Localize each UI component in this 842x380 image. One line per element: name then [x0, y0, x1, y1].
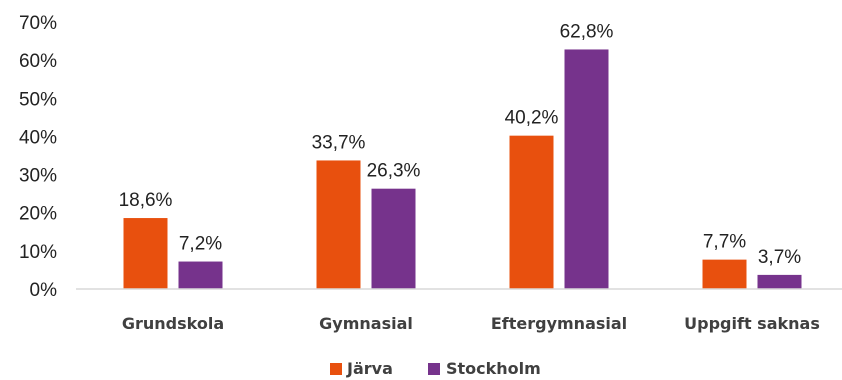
y-axis: 0% 10% 20% 30% 40% 50% 60% 70% [19, 13, 57, 301]
legend-swatch [330, 363, 342, 375]
legend-swatch [428, 363, 440, 375]
data-label: 26,3% [367, 161, 421, 182]
x-tick-label: Grundskola [122, 314, 224, 333]
data-label: 18,6% [119, 190, 173, 211]
data-label: 62,8% [560, 21, 614, 42]
y-tick-label: 50% [19, 89, 57, 110]
y-tick-label: 10% [19, 242, 57, 263]
data-label: 3,7% [758, 247, 801, 268]
bar [178, 261, 223, 289]
y-tick-label: 0% [30, 280, 58, 301]
x-tick-label: Gymnasial [319, 314, 413, 333]
y-tick-label: 40% [19, 127, 57, 148]
bar [509, 135, 554, 289]
legend-label: Järva [346, 359, 393, 378]
x-tick-label: Uppgift saknas [684, 314, 820, 333]
y-tick-label: 70% [19, 13, 57, 34]
bar [564, 49, 609, 289]
x-tick-label: Eftergymnasial [491, 314, 627, 333]
bar [316, 160, 361, 289]
data-label: 33,7% [312, 132, 366, 153]
bars [123, 49, 802, 289]
bar [123, 218, 168, 289]
data-label: 7,2% [179, 234, 222, 255]
x-axis: Grundskola Gymnasial Eftergymnasial Uppgift… [122, 314, 820, 333]
data-label: 40,2% [505, 108, 559, 129]
y-tick-label: 30% [19, 166, 57, 187]
y-tick-label: 20% [19, 204, 57, 225]
legend-label: Stockholm [446, 359, 541, 378]
bar [702, 259, 747, 289]
y-tick-label: 60% [19, 51, 57, 72]
data-label: 7,7% [703, 232, 746, 253]
legend: Järva Stockholm [330, 359, 541, 378]
bar [371, 188, 416, 289]
bar [757, 274, 802, 289]
data-labels: 18,6% 7,2% 33,7%26,3% 40,2% 62,8% 7,7% 3,7% [119, 21, 802, 267]
